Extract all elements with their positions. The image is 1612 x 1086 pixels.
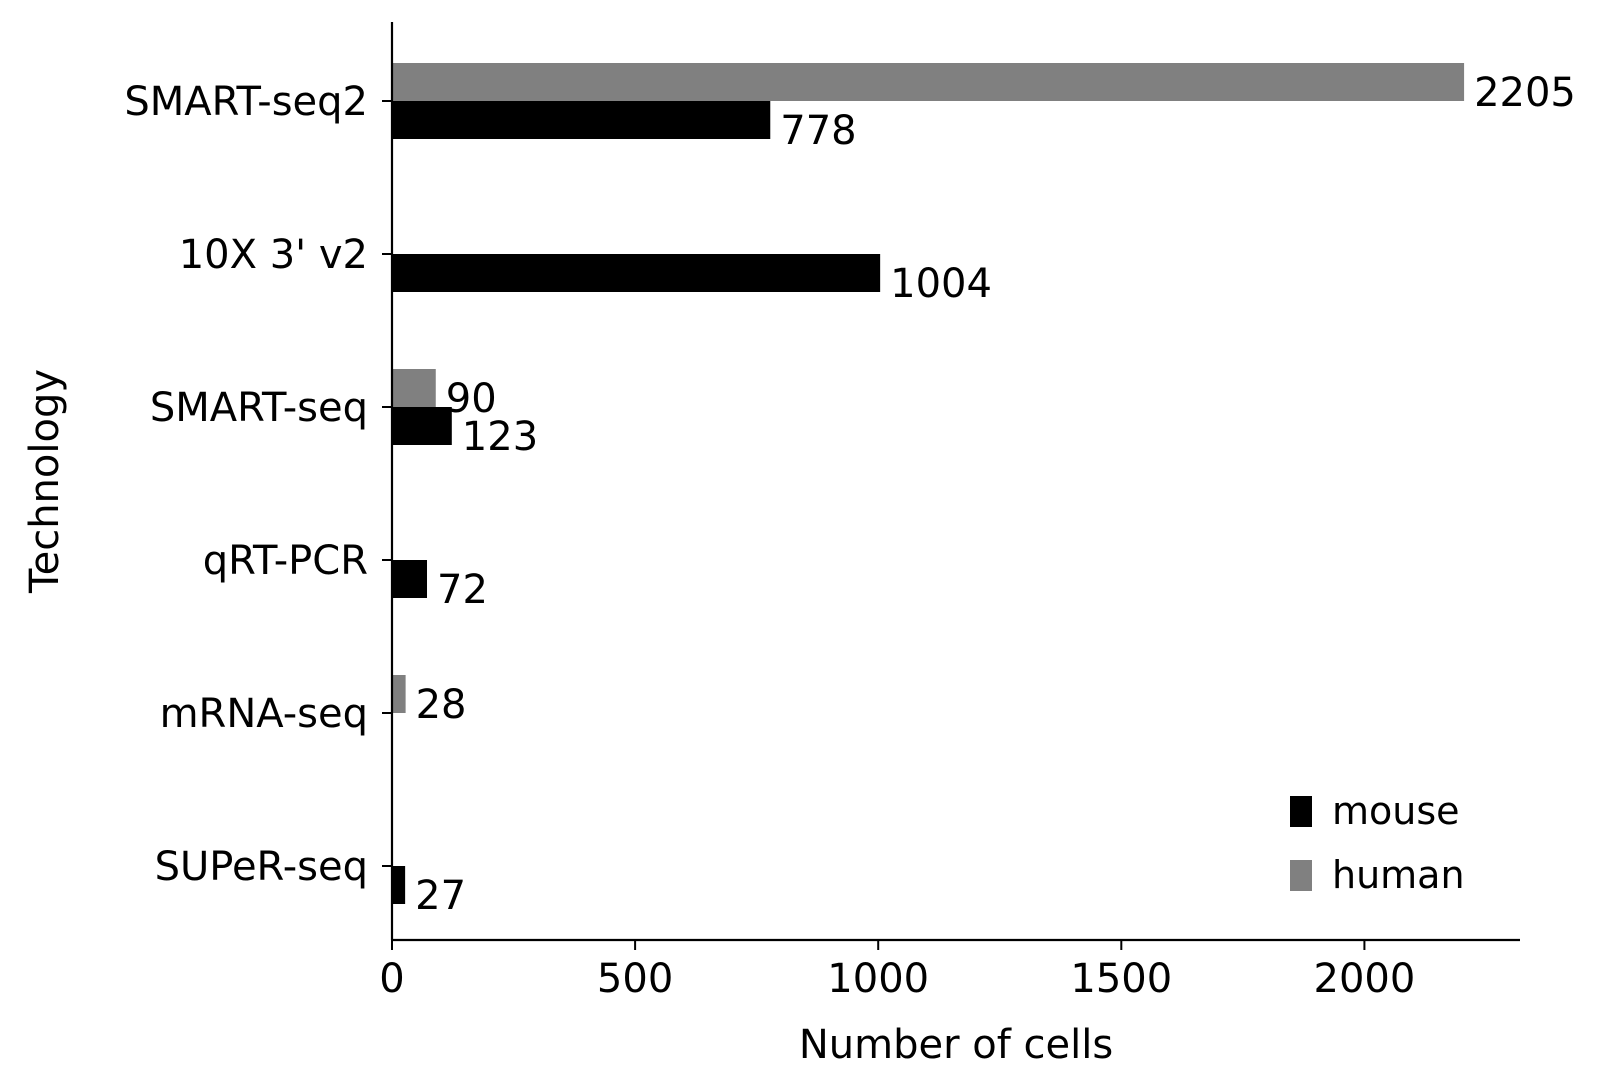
bar-mouse-qrt-pcr bbox=[392, 560, 428, 598]
bar-mouse-smart-seq2 bbox=[392, 101, 771, 139]
y-tick-label-mrna-seq: mRNA-seq bbox=[160, 691, 368, 737]
x-tick-label-500: 500 bbox=[597, 956, 673, 1002]
x-tick-label-2000: 2000 bbox=[1314, 956, 1416, 1002]
bar-mouse-smart-seq bbox=[392, 407, 452, 445]
bar-human-smart-seq bbox=[392, 369, 436, 407]
x-tick-label-1000: 1000 bbox=[827, 956, 929, 1002]
data-label-mouse-smart-seq2: 778 bbox=[780, 108, 856, 154]
data-label-human-smart-seq: 90 bbox=[446, 376, 497, 422]
legend: mouse human bbox=[1290, 789, 1465, 897]
data-label-human-smart-seq2: 2205 bbox=[1474, 70, 1576, 116]
y-tick-label-10x-3-v2: 10X 3' v2 bbox=[179, 232, 368, 278]
legend-swatch-mouse bbox=[1290, 796, 1312, 827]
data-label-mouse-super-seq: 27 bbox=[415, 873, 466, 919]
bar-human-mrna-seq bbox=[392, 675, 406, 713]
y-tick-label-super-seq: SUPeR-seq bbox=[155, 844, 368, 890]
bar-human-smart-seq2 bbox=[392, 63, 1465, 101]
bars-layer bbox=[392, 63, 1465, 904]
y-tick-label-smart-seq2: SMART-seq2 bbox=[124, 79, 368, 125]
data-label-mouse-qrt-pcr: 72 bbox=[437, 567, 488, 613]
legend-label-human: human bbox=[1332, 853, 1465, 897]
data-label-mouse-10x-3-v2: 1004 bbox=[890, 261, 992, 307]
axes-layer bbox=[390, 22, 1520, 942]
bar-mouse-10x-3-v2 bbox=[392, 254, 881, 292]
y-ticks: SMART-seq2 10X 3' v2 SMART-seq qRT-PCR mRNA-… bbox=[124, 79, 392, 890]
y-axis-label: Technology bbox=[22, 369, 68, 594]
legend-swatch-human bbox=[1290, 860, 1312, 891]
bar-mouse-super-seq bbox=[392, 866, 406, 904]
x-tick-label-1500: 1500 bbox=[1070, 956, 1172, 1002]
x-axis-label: Number of cells bbox=[799, 1022, 1113, 1068]
y-tick-label-smart-seq: SMART-seq bbox=[150, 385, 368, 431]
x-tick-label-0: 0 bbox=[379, 956, 404, 1002]
legend-label-mouse: mouse bbox=[1332, 789, 1460, 833]
y-tick-label-qrt-pcr: qRT-PCR bbox=[203, 538, 368, 584]
data-label-human-mrna-seq: 28 bbox=[416, 682, 467, 728]
x-ticks: 0 500 1000 1500 2000 bbox=[379, 940, 1415, 1002]
data-label-mouse-smart-seq: 123 bbox=[462, 414, 538, 460]
